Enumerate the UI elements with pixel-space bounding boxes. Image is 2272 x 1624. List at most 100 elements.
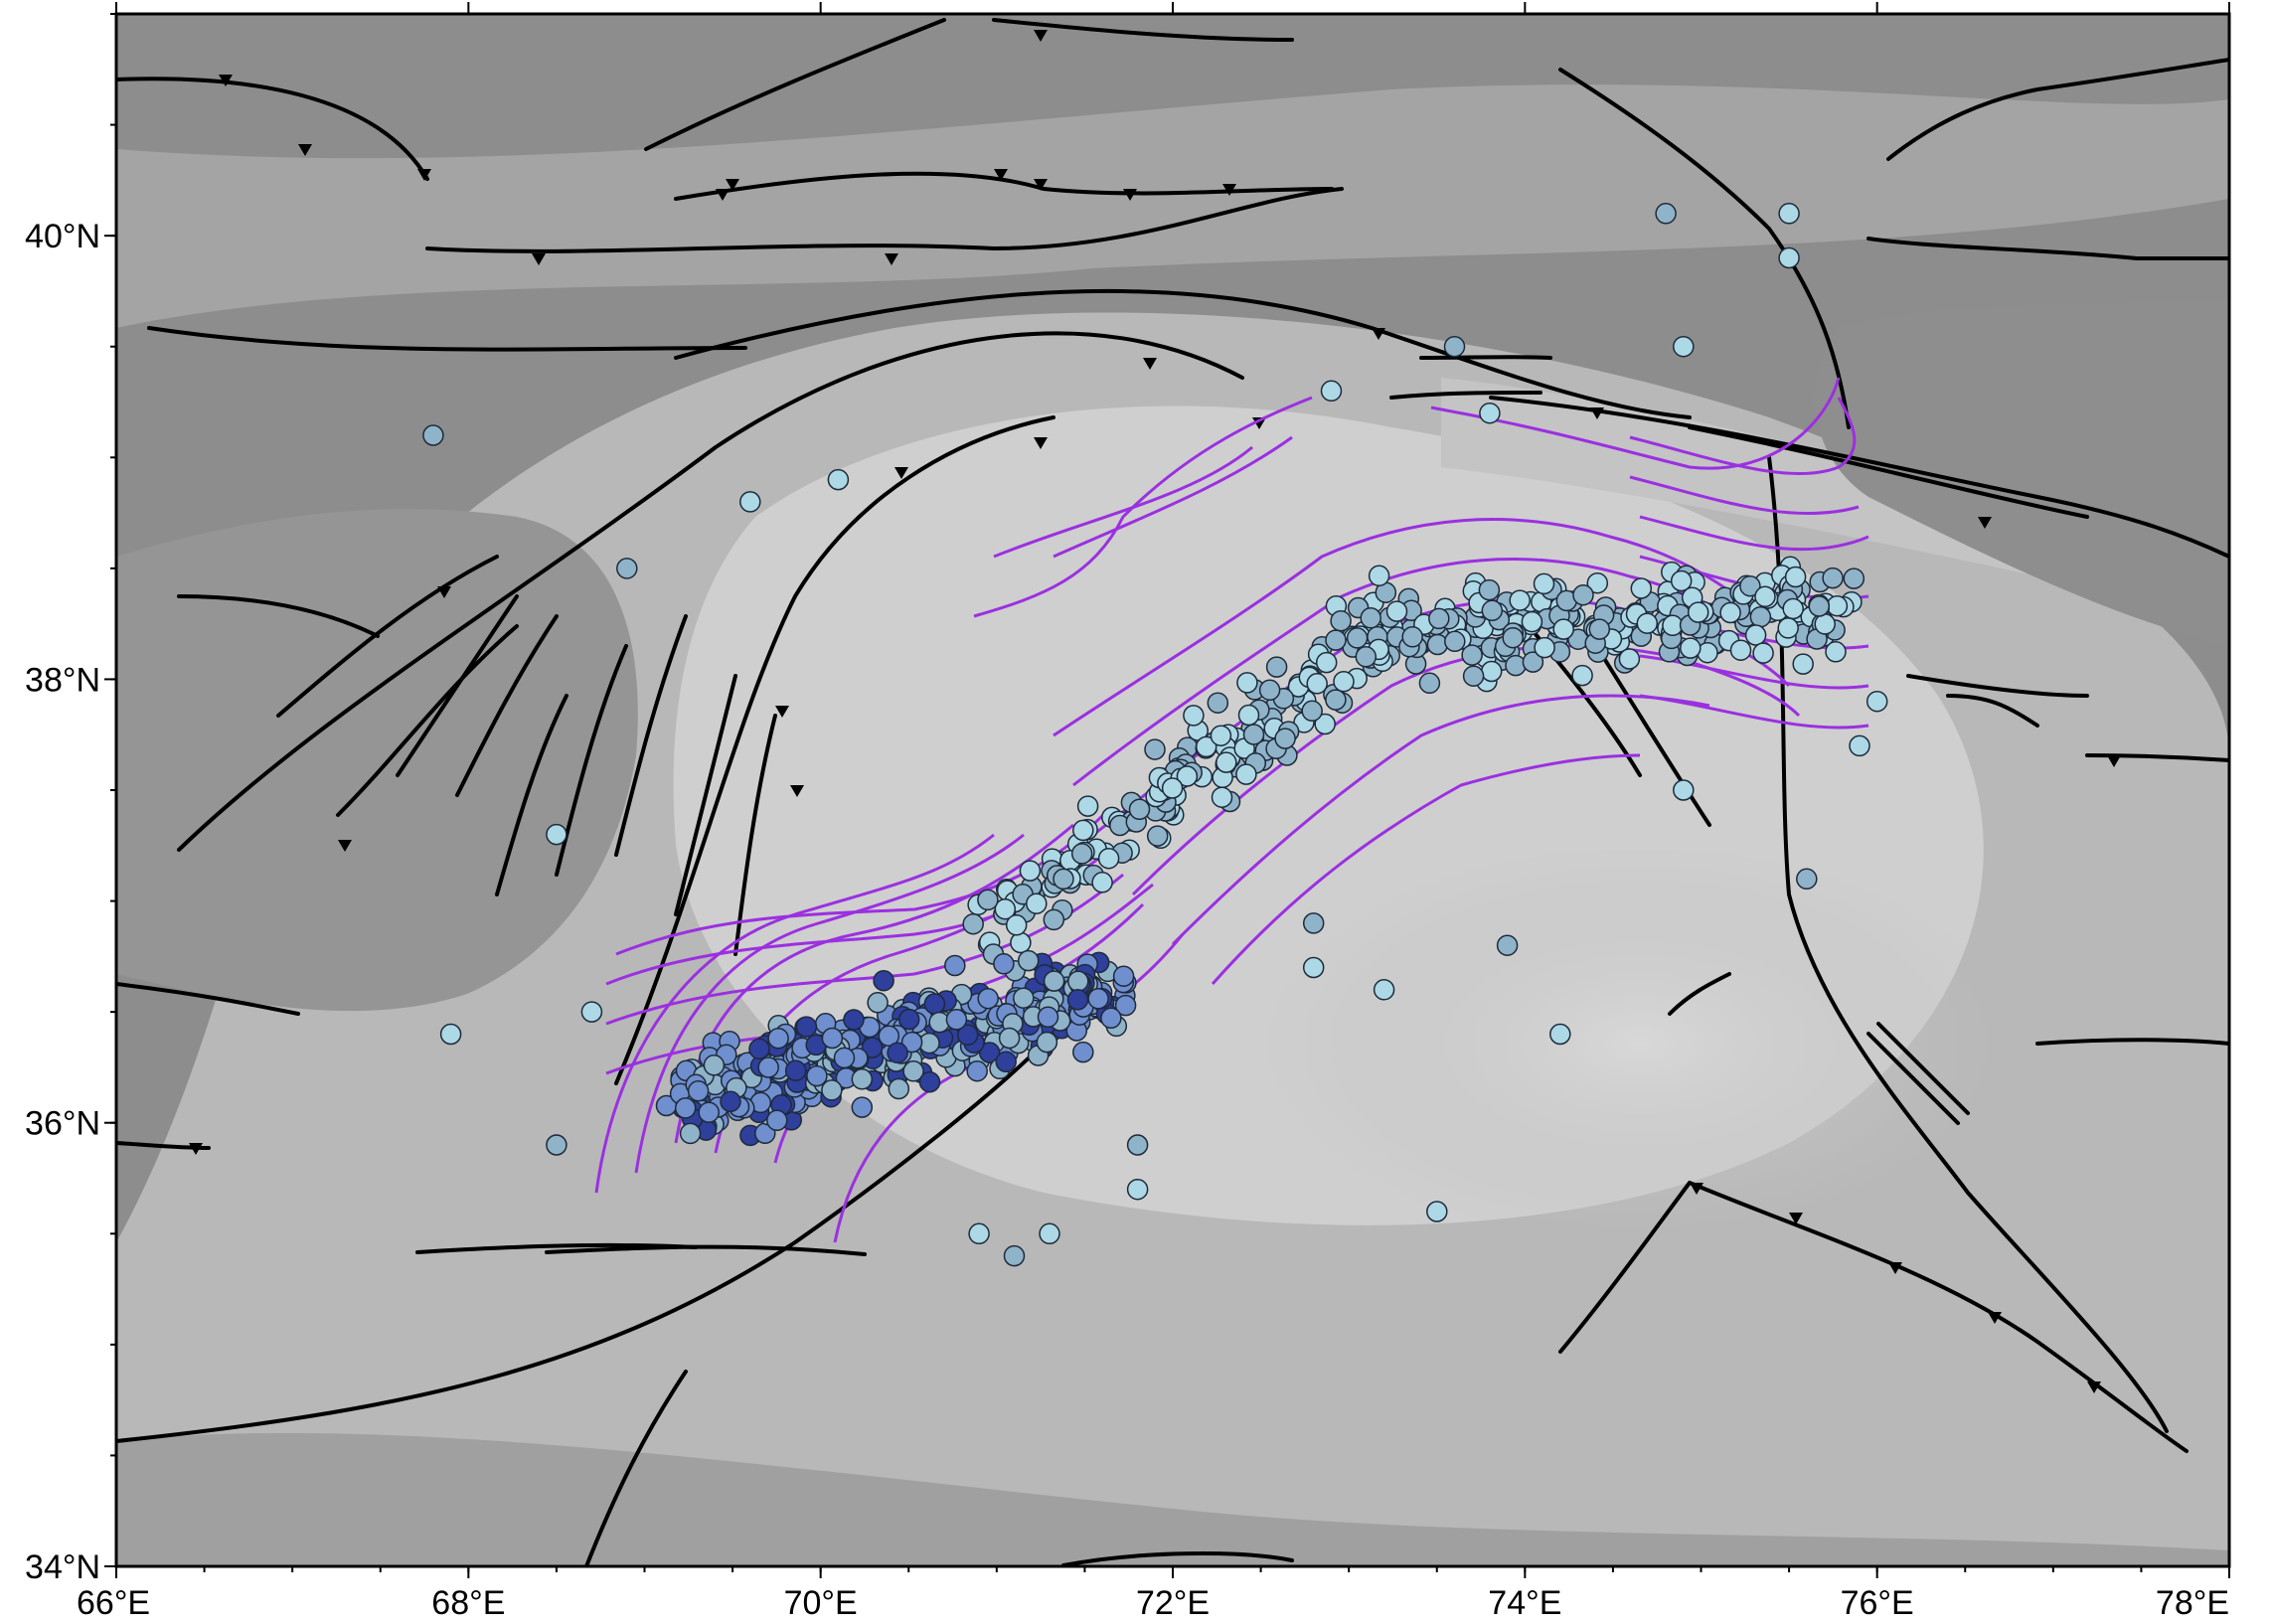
ferghana-central (425, 187, 1344, 253)
east-fault-4 (1946, 694, 2039, 728)
earthquake-marker (821, 1027, 844, 1050)
contour-line (1639, 694, 1869, 730)
earthquake-marker (1076, 795, 1099, 817)
earthquake-marker (1478, 578, 1501, 601)
earthquake-marker (1097, 847, 1120, 870)
earthquake-marker (1385, 600, 1408, 622)
x-tick-label: 70°E (784, 1584, 858, 1622)
earthquake-marker (748, 1038, 770, 1060)
earthquake-marker (1480, 660, 1503, 683)
earthquake-marker (1401, 626, 1423, 648)
barb (894, 467, 908, 479)
earthquake-marker (1505, 654, 1527, 677)
ferghana-north (116, 77, 429, 181)
earthquake-marker (767, 1027, 789, 1050)
x-tick-label: 78°E (2156, 1584, 2229, 1622)
axis-ticks (104, 2, 2230, 1578)
earthquake-marker (1070, 843, 1093, 865)
pamir-inner-2 (1419, 355, 1552, 360)
earthquake-marker (1749, 605, 1772, 628)
earthquake-marker (1265, 656, 1288, 678)
x-tick-label: 68°E (431, 1584, 505, 1622)
barb (1372, 328, 1385, 340)
earthquake-marker (720, 1090, 741, 1113)
tajik-fault-5 (455, 614, 559, 797)
earthquake-marker (1752, 642, 1774, 664)
tajik-fault-1 (177, 594, 380, 638)
earthquake-marker (1552, 618, 1574, 640)
earthquake-marker (1462, 665, 1485, 687)
barb (1222, 184, 1236, 196)
pamir-frontal-thrust (674, 288, 1692, 419)
earthquake-marker (1236, 672, 1258, 694)
x-tick-label: 76°E (1841, 1584, 1914, 1622)
earthquake-marker (1778, 203, 1800, 225)
earthquake-marker (851, 1068, 874, 1090)
north-thrust (674, 171, 1334, 201)
earthquake-marker (1373, 979, 1395, 1001)
tajik-fault-4 (396, 594, 519, 777)
earthquake-marker (1782, 597, 1804, 620)
earthquake-marker (1144, 738, 1166, 760)
hindukush-1 (116, 982, 300, 1016)
chaman-fault (116, 1042, 1046, 1443)
earthquake-marker (1360, 607, 1381, 629)
earthquake-marker (1636, 612, 1659, 634)
east-fault-2 (2085, 753, 2229, 762)
barb (1590, 407, 1604, 419)
barb (1978, 517, 1992, 529)
earthquake-marker (1509, 589, 1531, 611)
barb (2087, 1381, 2101, 1393)
earthquake-marker (1572, 583, 1594, 606)
earthquake-marker (1814, 613, 1836, 635)
contour-line (973, 396, 1313, 618)
contour-line (1639, 515, 1869, 552)
earthquake-marker (580, 1001, 603, 1023)
barb (417, 169, 431, 181)
earthquake-marker (1719, 601, 1741, 624)
barb (298, 144, 312, 156)
earthquake-marker (1235, 763, 1257, 785)
earthquake-marker (1346, 627, 1369, 649)
y-tick-label: 40°N (25, 218, 100, 255)
barb (189, 1143, 203, 1155)
kohistan-2 (1558, 1181, 1692, 1354)
earthquake-marker (674, 1097, 697, 1119)
earthquake-marker (1072, 819, 1094, 842)
earthquake-marker (546, 823, 568, 846)
south-1 (1061, 1551, 1294, 1566)
earthquake-marker (1161, 777, 1184, 799)
earthquake-marker (1521, 610, 1543, 633)
earthquake-marker (887, 1042, 908, 1064)
earthquake-marker (998, 1027, 1021, 1050)
barb (1143, 358, 1157, 370)
kashgar-fault (1886, 58, 2229, 161)
earthquake-marker (897, 1008, 920, 1031)
earthquake-marker (1126, 1134, 1149, 1156)
earthquake-marker (994, 897, 1017, 920)
barb (716, 189, 730, 201)
earthquake-marker (1843, 568, 1866, 589)
barb (1034, 30, 1048, 42)
earthquake-marker (1043, 908, 1065, 931)
earthquake-marker (945, 1009, 968, 1031)
tajik-fault-2 (276, 555, 499, 718)
earthquake-marker (1146, 825, 1169, 847)
earthquake-marker (1183, 705, 1205, 727)
earthquake-marker (1036, 1031, 1058, 1054)
earthquake-marker (1274, 728, 1296, 749)
earthquake-marker (1533, 572, 1555, 595)
earthquake-marker (1216, 751, 1237, 773)
earthquake-marker (795, 1016, 818, 1038)
earthquake-marker (1849, 734, 1870, 757)
earthquake-marker (1461, 644, 1483, 666)
barb (1034, 437, 1048, 449)
earthquake-marker (1302, 912, 1325, 934)
x-tick-label: 74°E (1488, 1584, 1561, 1622)
earthquake-marker (977, 987, 999, 1010)
y-tick-label: 34°N (25, 1548, 100, 1586)
main-karakoram-thrust (1688, 1181, 2189, 1453)
earthquake-marker (833, 1047, 856, 1069)
earthquake-marker (1302, 956, 1325, 979)
earthquake-marker (1534, 636, 1555, 659)
